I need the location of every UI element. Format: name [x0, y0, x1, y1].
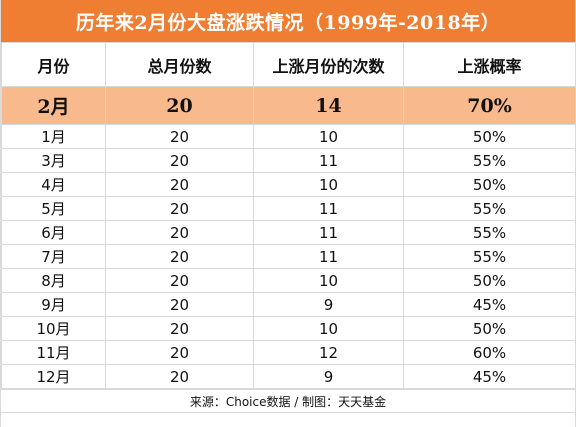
- header-month: 月份: [1, 42, 106, 87]
- cell-probability: 45%: [403, 364, 576, 389]
- cell-total: 20: [105, 148, 254, 173]
- header-up-count: 上涨月份的次数: [253, 42, 404, 87]
- cell-probability: 60%: [403, 340, 576, 365]
- header-total-months: 总月份数: [105, 42, 254, 87]
- table-row: 1月 20 10 50%: [1, 124, 576, 149]
- cell-total: 20: [105, 364, 254, 389]
- table-row: 5月 20 11 55%: [1, 196, 576, 221]
- header-up-probability: 上涨概率: [403, 42, 576, 87]
- monthly-stats-table: 月份 总月份数 上涨月份的次数 上涨概率 2月 20 14 70% 1月 20 …: [1, 42, 576, 389]
- highlight-row-february: 2月 20 14 70%: [1, 86, 576, 125]
- table-row: 4月 20 10 50%: [1, 172, 576, 197]
- cell-up-count: 10: [253, 268, 404, 293]
- cell-up-count: 11: [253, 196, 404, 221]
- cell-month: 8月: [1, 268, 106, 293]
- cell-total: 20: [105, 316, 254, 341]
- cell-month: 1月: [1, 124, 106, 149]
- cell-month: 10月: [1, 316, 106, 341]
- table-title: 历年来2月份大盘涨跌情况（1999年-2018年）: [1, 0, 575, 42]
- cell-month: 6月: [1, 220, 106, 245]
- table-row: 8月 20 10 50%: [1, 268, 576, 293]
- cell-probability: 50%: [403, 268, 576, 293]
- cell-total: 20: [105, 220, 254, 245]
- cell-total: 20: [105, 292, 254, 317]
- cell-total: 20: [105, 172, 254, 197]
- cell-total: 20: [105, 196, 254, 221]
- cell-up-count: 9: [253, 292, 404, 317]
- cell-probability: 55%: [403, 148, 576, 173]
- cell-probability: 70%: [403, 86, 576, 125]
- cell-probability: 55%: [403, 196, 576, 221]
- table-row: 11月 20 12 60%: [1, 340, 576, 365]
- cell-month: 9月: [1, 292, 106, 317]
- cell-up-count: 10: [253, 124, 404, 149]
- source-footer: 来源：Choice数据 / 制图：天天基金: [1, 389, 575, 413]
- cell-probability: 55%: [403, 220, 576, 245]
- cell-total: 20: [105, 268, 254, 293]
- cell-month: 4月: [1, 172, 106, 197]
- cell-probability: 50%: [403, 172, 576, 197]
- cell-total: 20: [105, 244, 254, 269]
- table-row: 10月 20 10 50%: [1, 316, 576, 341]
- cell-month: 5月: [1, 196, 106, 221]
- cell-up-count: 11: [253, 220, 404, 245]
- cell-month: 12月: [1, 364, 106, 389]
- cell-up-count: 12: [253, 340, 404, 365]
- cell-total: 20: [105, 124, 254, 149]
- cell-up-count: 11: [253, 148, 404, 173]
- cell-up-count: 14: [253, 86, 404, 125]
- cell-month: 3月: [1, 148, 106, 173]
- table-row: 7月 20 11 55%: [1, 244, 576, 269]
- cell-month: 7月: [1, 244, 106, 269]
- cell-month: 11月: [1, 340, 106, 365]
- header-row: 月份 总月份数 上涨月份的次数 上涨概率: [1, 42, 576, 87]
- cell-probability: 55%: [403, 244, 576, 269]
- cell-probability: 50%: [403, 124, 576, 149]
- cell-probability: 45%: [403, 292, 576, 317]
- cell-probability: 50%: [403, 316, 576, 341]
- cell-up-count: 10: [253, 316, 404, 341]
- cell-month: 2月: [1, 86, 106, 125]
- cell-total: 20: [105, 86, 254, 125]
- table-row: 3月 20 11 55%: [1, 148, 576, 173]
- cell-up-count: 10: [253, 172, 404, 197]
- cell-up-count: 9: [253, 364, 404, 389]
- table-row: 9月 20 9 45%: [1, 292, 576, 317]
- table-row: 6月 20 11 55%: [1, 220, 576, 245]
- table-row: 12月 20 9 45%: [1, 364, 576, 389]
- cell-total: 20: [105, 340, 254, 365]
- cell-up-count: 11: [253, 244, 404, 269]
